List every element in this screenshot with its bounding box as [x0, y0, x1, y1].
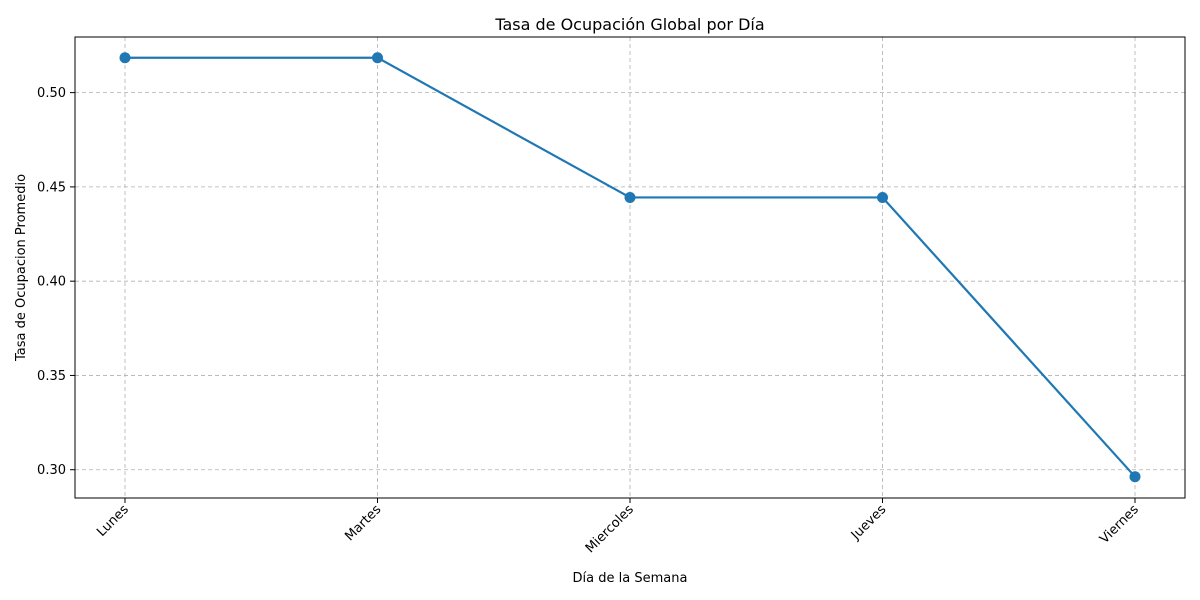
y-tick-label: 0.30 — [37, 463, 66, 478]
series-layer — [125, 56, 1136, 478]
series-line — [125, 56, 1136, 478]
data-point — [119, 52, 131, 64]
data-point — [372, 52, 383, 64]
data-point — [1129, 471, 1141, 483]
y-tick-label: 0.50 — [37, 86, 66, 101]
x-tick-label: Martes — [342, 502, 384, 544]
points-layer — [119, 52, 1141, 483]
y-tick-label: 0.35 — [37, 369, 66, 384]
data-point — [877, 191, 888, 203]
y-axis-label: Tasa de Ocupacion Promedio — [14, 174, 29, 362]
x-tick-label: Jueves — [848, 502, 890, 544]
y-tick-label: 0.45 — [37, 180, 66, 195]
x-axis-label: Día de la Semana — [573, 571, 688, 586]
data-point — [624, 191, 636, 203]
x-tick-label: Viernes — [1097, 502, 1142, 547]
x-axis: Lunes Martes Miercoles Jueves Viernes — [94, 498, 1142, 556]
plot-area-frame — [74, 36, 1186, 499]
chart-title: Tasa de Ocupación Global por Día — [494, 15, 764, 34]
grid-layer — [75, 37, 1185, 498]
x-tick-label: Lunes — [94, 502, 132, 540]
x-tick-label: Miercoles — [583, 502, 637, 556]
y-tick-label: 0.40 — [37, 275, 66, 290]
y-axis: 0.30 0.35 0.40 0.45 0.50 — [37, 86, 75, 478]
